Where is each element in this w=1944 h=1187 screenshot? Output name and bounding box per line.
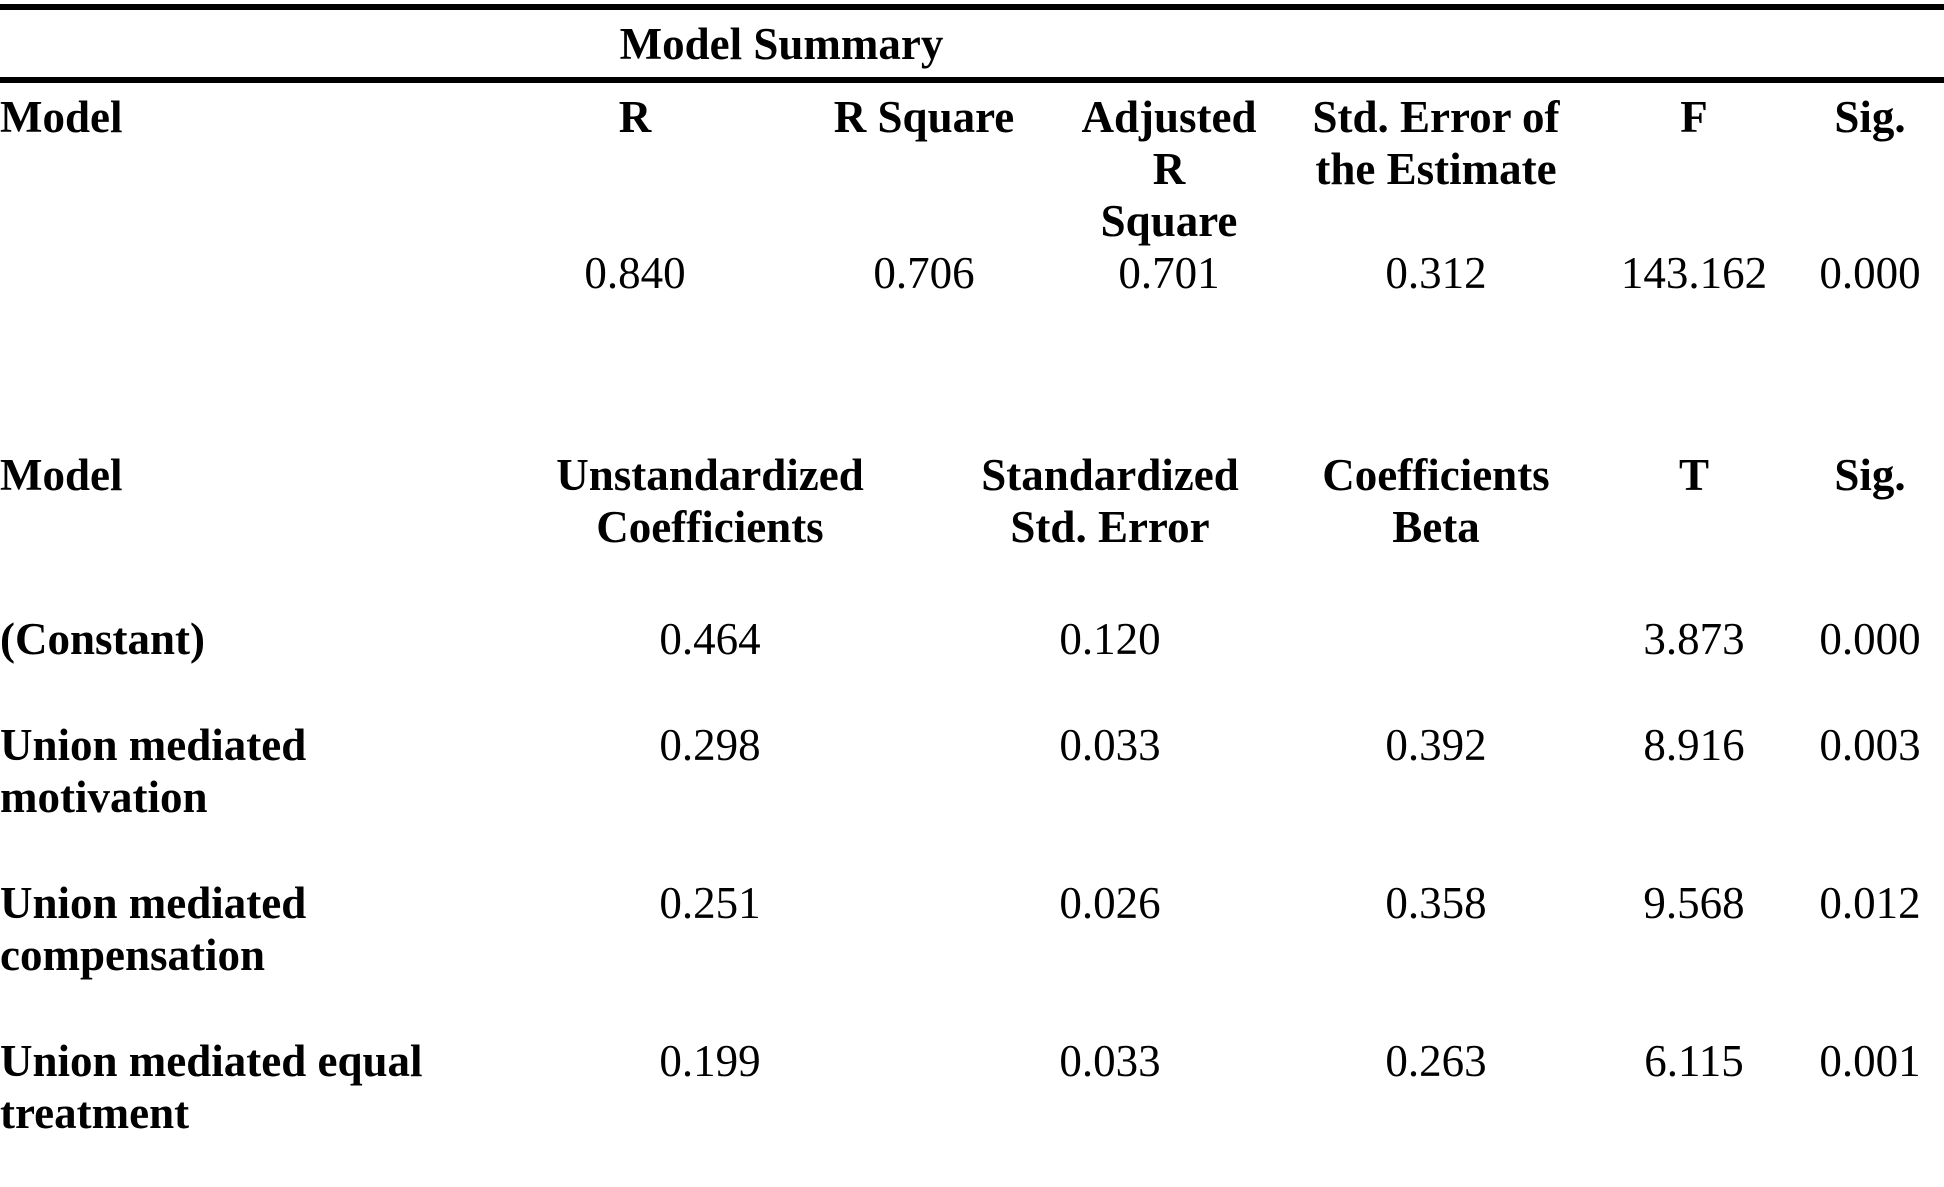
header-r-square: R Square (833, 92, 1015, 142)
header-model: Model (0, 92, 123, 142)
header-std-error-estimate-line1: Std. Error of (1312, 92, 1560, 142)
row-label: (Constant) (0, 613, 480, 665)
coeff-header-beta-line2: Beta (1392, 502, 1480, 552)
header-f: F (1680, 92, 1708, 142)
top-rule (0, 4, 1944, 10)
header-sig: Sig. (1834, 92, 1906, 142)
row-label-line2: motivation (0, 772, 208, 822)
row-label-line1: Union mediated equal (0, 1036, 423, 1086)
model-summary-value-row: 0.840 0.706 0.701 0.312 143.162 0.000 (0, 247, 1944, 299)
row-label: Union mediated compensation (0, 877, 480, 981)
header-adjusted-r-square-line2: R (1152, 144, 1186, 194)
row-label-line2: compensation (0, 930, 266, 980)
row-sig: 0.003 (1819, 720, 1921, 770)
model-summary-table: Model R R Square Adjusted R Square Std. … (0, 91, 1944, 299)
value-r-square: 0.706 (873, 248, 975, 298)
coeff-header-sig: Sig. (1834, 450, 1906, 500)
row-sig: 0.012 (1819, 878, 1921, 928)
row-beta: 0.392 (1385, 720, 1487, 770)
row-t: 3.873 (1643, 614, 1745, 664)
row-beta: 0.263 (1385, 1036, 1487, 1086)
coeff-header-model: Model (0, 450, 123, 500)
row-coefficient: 0.251 (659, 878, 761, 928)
coeff-header-unstandardized-line1: Unstandardized (556, 450, 864, 500)
table-title: Model Summary (619, 19, 944, 69)
value-sig: 0.000 (1819, 248, 1921, 298)
coefficients-header-row: Model Unstandardized Coefficients Standa… (0, 449, 1944, 553)
header-adjusted-r-square-line1: Adjusted (1081, 92, 1257, 142)
row-sig: 0.000 (1819, 614, 1921, 664)
row-label-line2: treatment (0, 1088, 190, 1138)
coefficients-row-constant: (Constant) 0.464 0.120 3.873 0.000 (0, 613, 1944, 665)
value-std-error-estimate: 0.312 (1385, 248, 1487, 298)
row-label-line1: Union mediated (0, 720, 307, 770)
row-std-error: 0.033 (1059, 1036, 1161, 1086)
row-std-error: 0.120 (1059, 614, 1161, 664)
row-t: 9.568 (1643, 878, 1745, 928)
row-t: 8.916 (1643, 720, 1745, 770)
coefficients-table: Model Unstandardized Coefficients Standa… (0, 449, 1944, 1139)
coeff-header-beta-line1: Coefficients (1322, 450, 1550, 500)
header-divider-rule (0, 77, 1944, 83)
header-adjusted-r-square-line3: Square (1100, 196, 1238, 246)
coefficients-row-compensation: Union mediated compensation 0.251 0.026 … (0, 877, 1944, 981)
row-sig: 0.001 (1819, 1036, 1921, 1086)
header-r: R (618, 92, 652, 142)
table-title-wrap: Model Summary (0, 10, 1563, 77)
row-t: 6.115 (1644, 1036, 1744, 1086)
row-label-line1: Union mediated (0, 878, 307, 928)
row-coefficient: 0.298 (659, 720, 761, 770)
coeff-header-t: T (1678, 450, 1709, 500)
coefficients-row-equal-treatment: Union mediated equal treatment 0.199 0.0… (0, 1035, 1944, 1139)
row-label-line1: (Constant) (0, 614, 206, 664)
row-beta: 0.358 (1385, 878, 1487, 928)
coeff-header-standardized: Standardized Std. Error (940, 449, 1280, 553)
coeff-header-beta: Coefficients Beta (1280, 449, 1592, 553)
value-f: 143.162 (1620, 248, 1768, 298)
value-adjusted-r-square: 0.701 (1118, 248, 1220, 298)
coeff-header-unstandardized: Unstandardized Coefficients (480, 449, 940, 553)
coeff-header-standardized-line1: Standardized (981, 450, 1239, 500)
header-adjusted-r-square: Adjusted R Square (1058, 91, 1280, 247)
row-std-error: 0.033 (1059, 720, 1161, 770)
row-coefficient: 0.464 (659, 614, 761, 664)
row-label: Union mediated equal treatment (0, 1035, 480, 1139)
row-label: Union mediated motivation (0, 719, 480, 823)
model-summary-header-row: Model R R Square Adjusted R Square Std. … (0, 91, 1944, 247)
coeff-header-unstandardized-line2: Coefficients (596, 502, 824, 552)
header-std-error-estimate: Std. Error of the Estimate (1280, 91, 1592, 195)
coefficients-row-motivation: Union mediated motivation 0.298 0.033 0.… (0, 719, 1944, 823)
coeff-header-standardized-line2: Std. Error (1010, 502, 1210, 552)
row-std-error: 0.026 (1059, 878, 1161, 928)
row-coefficient: 0.199 (659, 1036, 761, 1086)
header-std-error-estimate-line2: the Estimate (1315, 144, 1557, 194)
value-r: 0.840 (584, 248, 686, 298)
